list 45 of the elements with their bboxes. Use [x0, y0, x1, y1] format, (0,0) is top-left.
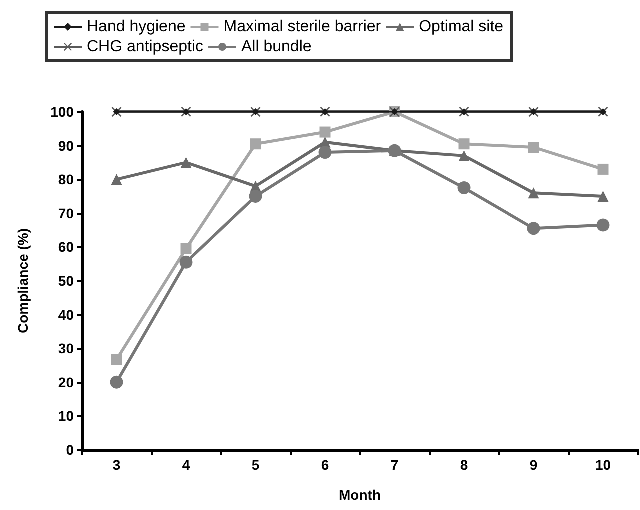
point [458, 138, 470, 150]
point [528, 188, 540, 199]
point [320, 126, 331, 138]
point [180, 243, 192, 254]
y-axis-title: Compliance (%) [15, 228, 31, 334]
point [110, 376, 124, 389]
point [318, 146, 332, 160]
legend-label: Maximal sterile barrier [224, 18, 382, 36]
point [250, 138, 262, 150]
y-tick-label: 70 [58, 205, 74, 222]
y-tick-label: 0 [66, 442, 74, 458]
y-tick-label: 20 [58, 374, 74, 390]
x-axis-title: Month [339, 487, 381, 503]
y-tick-label: 60 [58, 239, 74, 256]
point [180, 157, 192, 168]
y-tick-label: 90 [58, 138, 74, 154]
y-tick-label: 80 [58, 172, 74, 188]
point [111, 174, 122, 186]
point [527, 222, 540, 236]
x-tick-label: 6 [321, 457, 330, 473]
point [598, 191, 609, 202]
point [528, 142, 540, 153]
y-tick-label: 40 [58, 306, 74, 323]
point [180, 256, 193, 269]
x-tick-label: 8 [460, 457, 468, 473]
x-tick-label: 4 [182, 457, 190, 473]
legend-label: Optimal site [419, 18, 504, 36]
legend-label: All bundle [241, 38, 312, 56]
x-tick-label: 5 [252, 457, 260, 473]
x-tick-label: 10 [595, 457, 612, 473]
y-tick-label: 30 [58, 340, 74, 357]
point [111, 354, 122, 366]
legend-label: Hand hygiene [87, 18, 186, 36]
y-tick-label: 50 [58, 273, 74, 289]
point [598, 164, 609, 175]
point [458, 182, 471, 195]
y-tick-label: 100 [50, 104, 74, 120]
y-tick-label: 10 [58, 408, 74, 424]
legend-label: CHG antipseptic [87, 38, 204, 56]
point [596, 218, 610, 232]
x-tick-label: 9 [530, 457, 538, 473]
x-tick-label: 3 [112, 457, 121, 473]
point [458, 150, 470, 162]
point [249, 190, 262, 203]
x-tick-label: 7 [390, 457, 399, 473]
